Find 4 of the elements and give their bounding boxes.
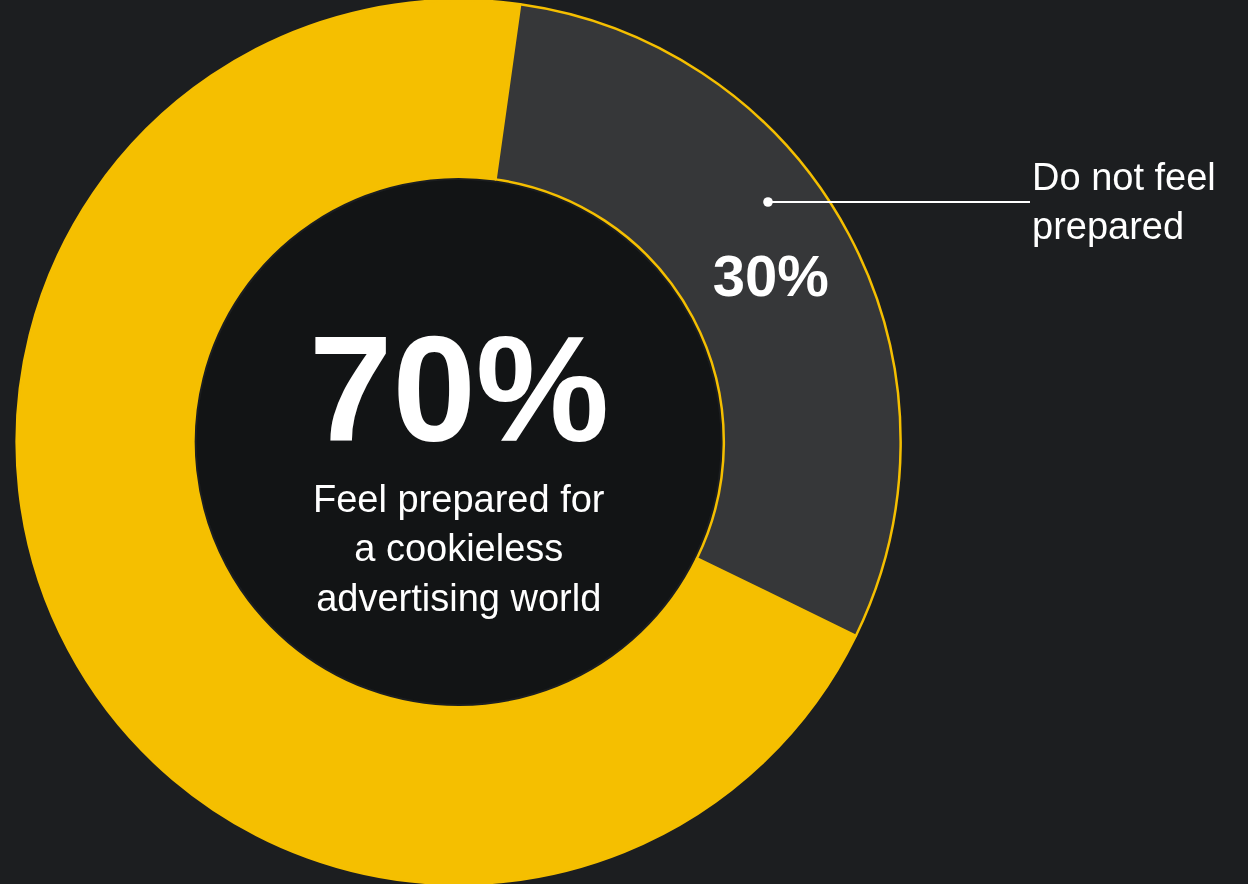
data-label: 30% xyxy=(712,243,829,309)
slice-label: Do not feel prepared xyxy=(1032,156,1216,248)
slice-label: Feel prepared for a cookieless advertising world xyxy=(313,478,605,619)
data-label: 70% xyxy=(309,305,610,473)
